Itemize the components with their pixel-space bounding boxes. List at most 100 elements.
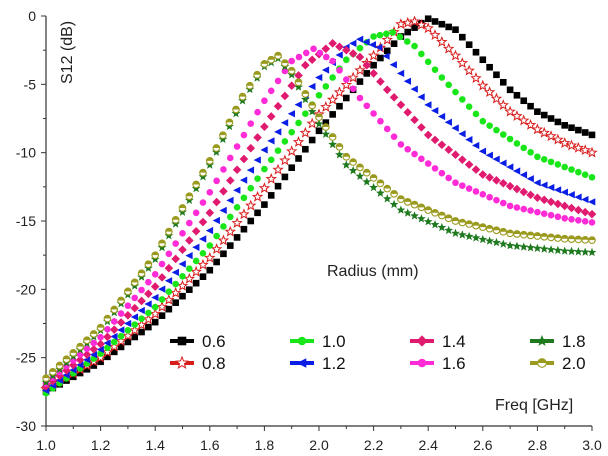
data-point [96, 339, 105, 349]
marker-fill [131, 279, 139, 283]
marker-fill [363, 169, 371, 173]
data-point [310, 45, 317, 53]
data-point [192, 257, 200, 265]
data-point [295, 155, 302, 162]
data-point [383, 125, 391, 133]
data-point [376, 77, 385, 86]
y-tick-label: -25 [16, 350, 36, 366]
data-point [424, 58, 432, 66]
data-point [531, 123, 544, 135]
data-point [390, 133, 398, 141]
data-point [479, 191, 487, 198]
data-point [206, 189, 214, 196]
data-point [451, 228, 460, 238]
data-point [506, 202, 514, 210]
data-point [438, 211, 446, 220]
marker-fill [547, 234, 555, 238]
data-point [486, 122, 493, 129]
y-tick-label: -5 [24, 76, 37, 92]
data-point [336, 102, 343, 110]
data-point [464, 231, 474, 241]
data-point [430, 219, 440, 229]
data-point [302, 49, 310, 57]
data-point [483, 86, 496, 98]
data-point [526, 190, 535, 200]
data-point [527, 207, 534, 214]
data-point [176, 279, 189, 291]
data-point [553, 245, 563, 255]
data-point [568, 124, 575, 132]
data-point [539, 244, 549, 253]
data-point [512, 241, 522, 251]
data-point [370, 110, 377, 117]
data-point [144, 289, 153, 299]
data-point [389, 29, 397, 36]
data-point [437, 222, 447, 232]
data-point [322, 119, 330, 126]
data-point [183, 272, 196, 284]
data-point [511, 110, 523, 121]
data-point [459, 182, 466, 189]
data-point [396, 205, 406, 214]
data-point [245, 199, 257, 211]
legend-label: 0.8 [202, 354, 226, 373]
data-point [389, 61, 397, 69]
data-point [568, 166, 575, 173]
data-point [575, 217, 582, 224]
data-point [403, 208, 413, 217]
data-point [123, 311, 133, 320]
data-point [382, 85, 392, 95]
data-point [199, 235, 207, 243]
marker-fill [575, 236, 582, 240]
series-1-6 [42, 45, 596, 387]
data-point [287, 81, 296, 90]
data-point [96, 345, 104, 354]
data-point [424, 15, 432, 23]
data-point [404, 145, 412, 153]
data-point [267, 137, 275, 145]
data-point [151, 271, 159, 278]
data-point [213, 258, 220, 266]
data-point [185, 192, 194, 201]
data-point [197, 258, 209, 270]
data-point [567, 191, 575, 199]
data-point [486, 63, 493, 71]
data-point [567, 246, 576, 256]
marker-fill [534, 232, 541, 237]
data-point [232, 105, 240, 114]
data-point [178, 260, 186, 268]
data-point [547, 158, 555, 166]
data-point [492, 226, 501, 235]
data-point [299, 126, 312, 138]
data-point [69, 349, 78, 357]
data-point [349, 85, 357, 93]
data-point [224, 225, 236, 237]
data-point [258, 182, 271, 194]
data-point [158, 285, 166, 293]
data-point [260, 122, 269, 131]
data-point [238, 92, 247, 101]
data-point [416, 214, 426, 223]
data-point [586, 146, 598, 158]
data-point [76, 342, 84, 351]
data-point [396, 69, 405, 78]
data-point [520, 144, 528, 152]
data-point [135, 318, 148, 330]
legend-label: 1.8 [562, 332, 586, 351]
data-point [422, 22, 434, 34]
data-point [363, 102, 371, 110]
data-point [575, 168, 582, 176]
data-point [574, 205, 583, 215]
data-point [274, 51, 282, 60]
data-point [185, 236, 194, 245]
data-point [574, 193, 582, 201]
data-point [210, 243, 223, 255]
data-point [479, 56, 487, 64]
data-point [554, 161, 562, 168]
data-point [492, 176, 501, 185]
data-point [444, 118, 452, 126]
data-point [560, 234, 569, 243]
marker-fill [104, 315, 111, 319]
data-point [479, 117, 487, 125]
data-point [459, 33, 466, 41]
